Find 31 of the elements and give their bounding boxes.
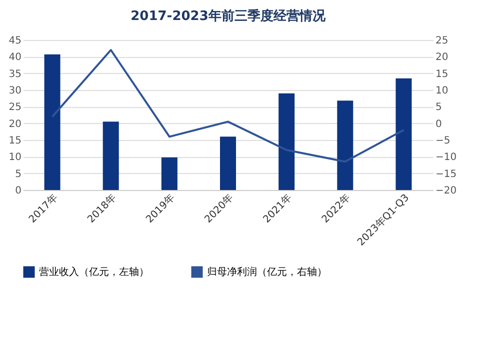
bar: [278, 93, 295, 190]
y2-tick-label: −10: [436, 152, 457, 164]
y2-tick-label: −20: [436, 186, 457, 196]
line-series: [51, 49, 405, 163]
y2-tick-label: −5: [436, 136, 450, 146]
y-tick-label: 0: [15, 186, 22, 196]
y2-tick-label: −15: [436, 168, 457, 180]
y-tick-label: 15: [8, 136, 22, 146]
y2-tick-label: 25: [436, 36, 448, 46]
bar: [161, 157, 178, 190]
bar: [220, 136, 236, 190]
legend-label: 归母净利润（亿元，右轴）: [207, 266, 327, 278]
y-tick-label: 10: [8, 152, 22, 164]
bar: [337, 100, 354, 190]
y2-tick-label: 20: [436, 52, 448, 64]
y-tick-label: 5: [15, 168, 22, 180]
y-tick-label: 40: [8, 52, 22, 64]
bar: [396, 78, 412, 190]
y2-tick-label: 5: [436, 102, 442, 114]
y-tick-label: 20: [8, 118, 22, 130]
y2-tick-label: 0: [436, 118, 442, 130]
bar: [44, 54, 60, 190]
y-tick-label: 30: [8, 86, 22, 96]
chart-title: 2017-2023年前三季度经营情况: [130, 8, 326, 24]
y-tick-label: 35: [8, 68, 22, 80]
y-tick-label: 25: [8, 102, 22, 114]
y-tick-label: 45: [8, 36, 22, 46]
bar: [102, 122, 119, 190]
legend-label: 营业收入（亿元，左轴）: [39, 266, 149, 278]
y2-tick-label: 15: [436, 68, 448, 80]
y2-tick-label: 10: [436, 86, 448, 96]
